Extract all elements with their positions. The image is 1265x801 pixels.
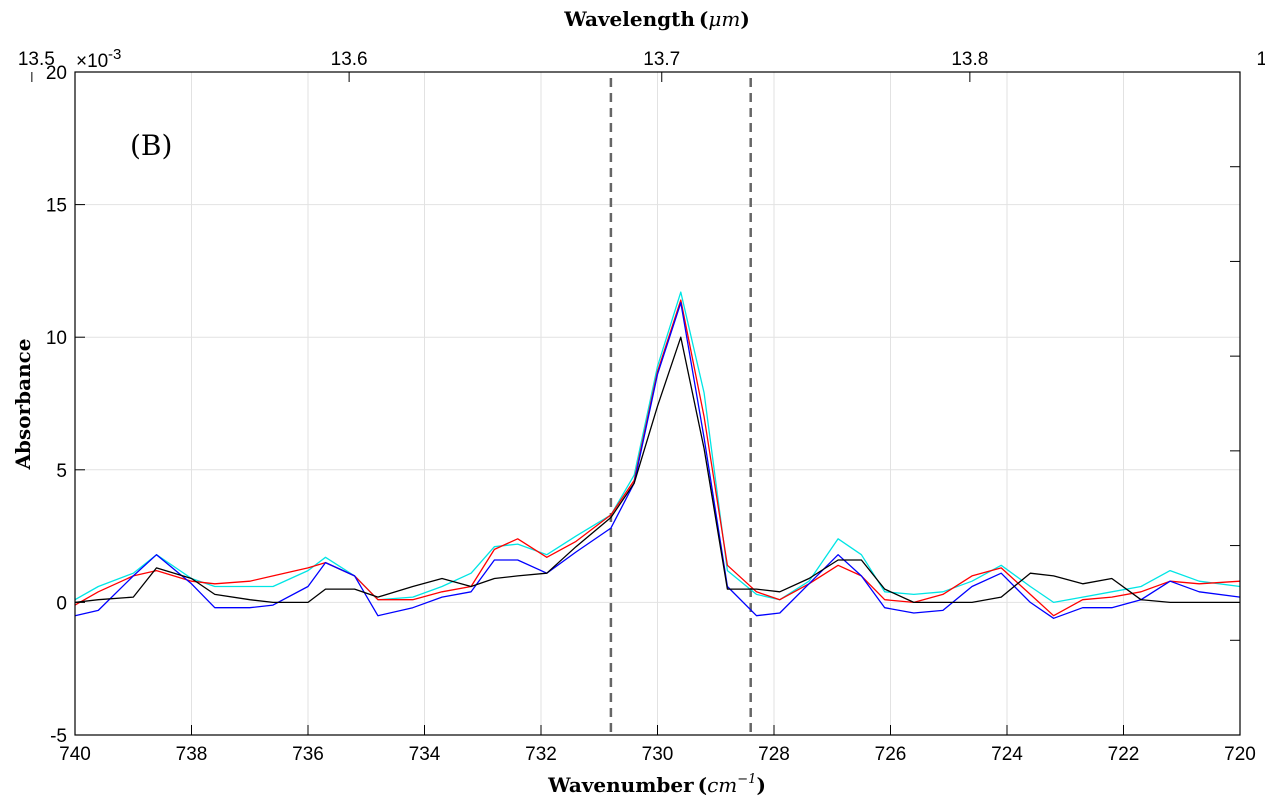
axis-ticks: 740 738 736 734 732 730 728 726 724 722 720 -5 0 5 10 1… [18, 49, 1265, 765]
top-tick-label: 13.9 [1257, 49, 1265, 70]
top-x-axis-title: Wavelength (μm) [563, 7, 750, 31]
x-tick-label: 724 [991, 744, 1023, 765]
x-tick-label: 732 [525, 744, 557, 765]
x-axis-unit-exponent: −1 [737, 772, 756, 787]
series-line-4 [74, 336, 1240, 604]
y-tick-label: 15 [46, 196, 67, 217]
top-tick-label: 13.8 [951, 49, 988, 70]
x-tick-label: 734 [409, 744, 441, 765]
grid-lines [74, 71, 1241, 736]
x-tick-label: 722 [1108, 744, 1140, 765]
panel-label: (B) [130, 129, 172, 162]
x-tick-label: 726 [875, 744, 907, 765]
top-tick-label: 13.5 [18, 49, 55, 70]
top-x-axis-unit: μm [708, 7, 740, 31]
x-tick-label: 730 [642, 744, 674, 765]
top-x-paren-open: ( [699, 7, 708, 31]
y-tick-label: 5 [56, 461, 67, 482]
x-axis-label: Wavenumber [547, 773, 694, 797]
top-tick-label: 13.7 [643, 49, 680, 70]
y-axis-title: Absorbance [11, 338, 35, 470]
top-x-paren-close: ) [740, 7, 749, 31]
y-tick-label: 0 [56, 593, 67, 614]
x-tick-label: 736 [292, 744, 324, 765]
x-tick-label: 740 [59, 744, 91, 765]
series-line-3 [74, 302, 1241, 619]
y-tick-label: -5 [50, 726, 67, 747]
y-tick-label: 20 [46, 63, 67, 84]
series-line-2 [74, 299, 1241, 617]
x-axis-unit: cm [707, 773, 737, 797]
series-line-1 [74, 291, 1241, 604]
x-tick-label: 738 [176, 744, 208, 765]
region-marker-lines [609, 78, 752, 735]
x-paren-close: ) [756, 773, 765, 797]
top-x-axis-label: Wavelength [563, 7, 695, 31]
series-lines [74, 291, 1241, 619]
x-paren-open: ( [698, 773, 707, 797]
x-axis-title: Wavenumber (cm−1) [547, 772, 766, 797]
y-exponent-base: ×10 [76, 51, 108, 72]
y-tick-label: 10 [46, 328, 67, 349]
y-exponent-label: ×10 -3 [76, 46, 121, 72]
x-tick-label: 728 [758, 744, 790, 765]
x-tick-label: 720 [1224, 744, 1256, 765]
top-tick-label: 13.6 [331, 49, 368, 70]
y-exponent-power: -3 [108, 46, 121, 63]
